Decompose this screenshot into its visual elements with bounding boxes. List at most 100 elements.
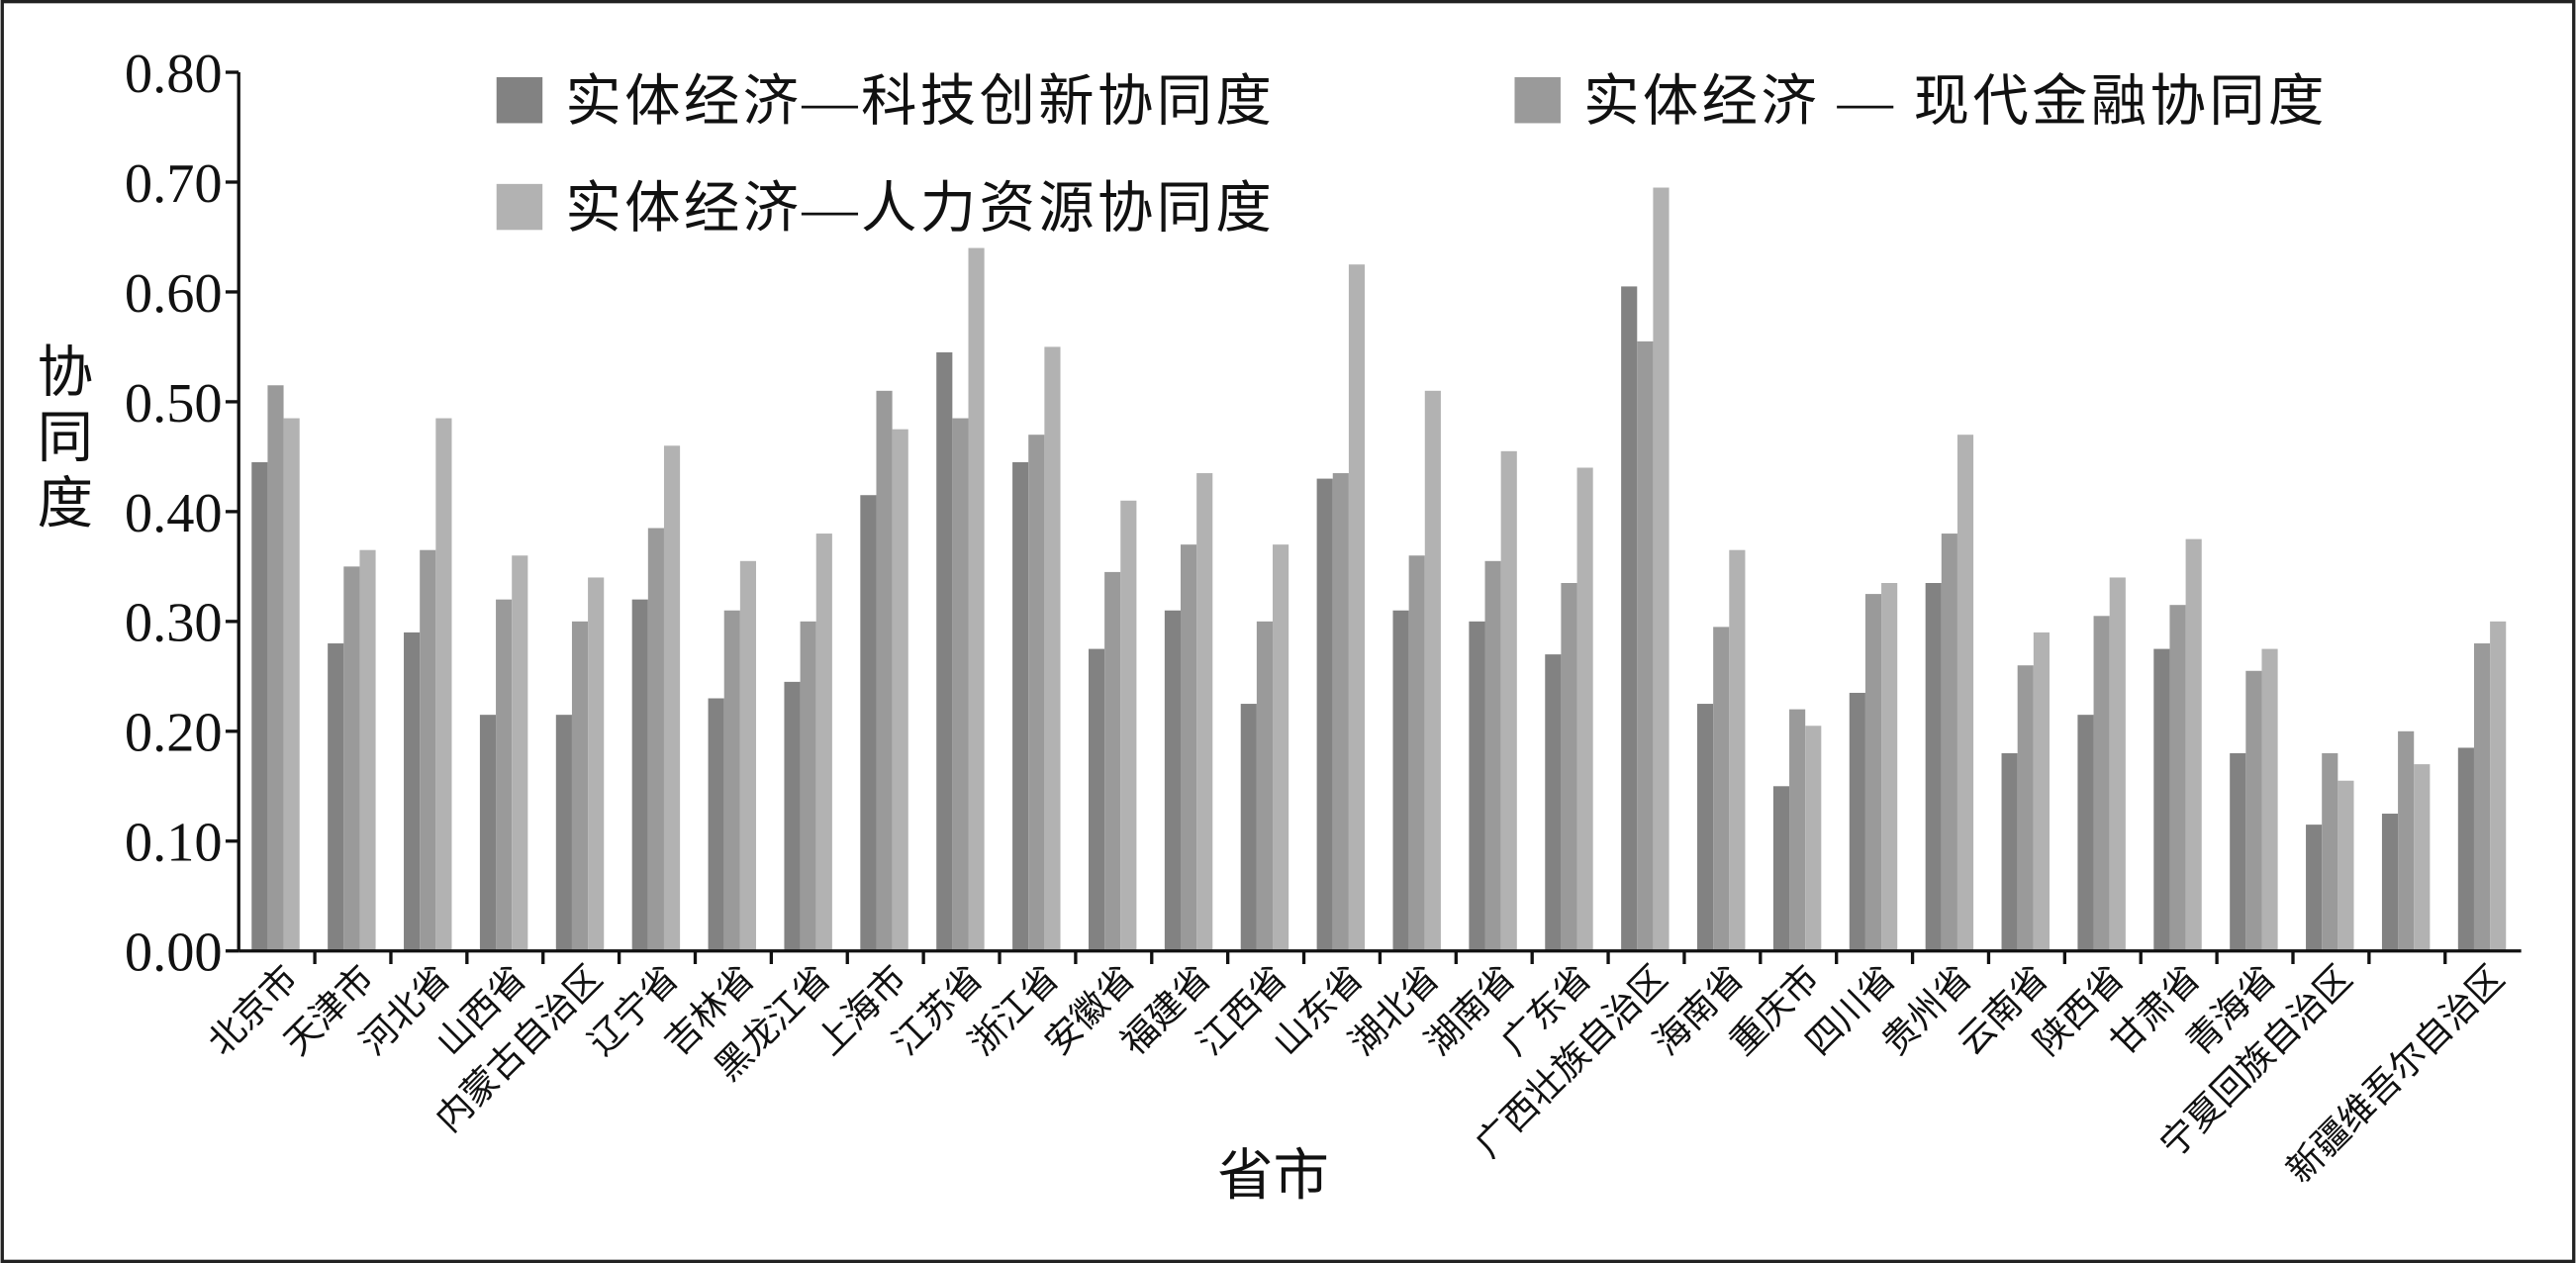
bar xyxy=(251,461,268,951)
bar xyxy=(1256,621,1274,951)
bar xyxy=(2490,621,2507,951)
bar xyxy=(1088,648,1105,951)
bar xyxy=(1164,610,1181,951)
x-axis-label: 省市 xyxy=(1217,1145,1329,1207)
bar xyxy=(952,418,969,951)
bar xyxy=(420,549,436,951)
bar xyxy=(1576,467,1593,951)
bar xyxy=(571,621,589,951)
bar xyxy=(1273,544,1289,951)
bar xyxy=(739,560,756,951)
bar xyxy=(2077,715,2094,951)
bar xyxy=(588,577,605,951)
y-tick-label: 0.00 xyxy=(125,923,223,984)
y-axis-label: 协同度 xyxy=(29,341,90,538)
bar xyxy=(2398,730,2415,951)
bar xyxy=(1196,473,1213,951)
bar xyxy=(2473,643,2491,951)
bar xyxy=(2337,780,2354,951)
bar xyxy=(1332,473,1349,951)
bar xyxy=(1697,704,1714,951)
bar xyxy=(404,632,421,951)
bar xyxy=(860,495,877,951)
bar xyxy=(2457,747,2474,951)
bar xyxy=(1653,187,1670,951)
bar xyxy=(1849,692,1865,951)
bar xyxy=(328,643,344,951)
bar xyxy=(1408,555,1425,951)
bar xyxy=(1120,500,1137,951)
y-tick-label: 0.50 xyxy=(125,373,223,435)
bar xyxy=(1180,544,1197,951)
bar xyxy=(1561,582,1577,951)
bar xyxy=(1424,390,1441,951)
bar xyxy=(496,599,513,951)
bar xyxy=(283,418,300,951)
legend-label: 实体经济—科技创新协同度 xyxy=(565,71,1275,133)
bar xyxy=(1348,264,1366,951)
bar xyxy=(2169,605,2186,951)
bar xyxy=(708,698,724,951)
bar xyxy=(2001,752,2018,951)
bar xyxy=(1805,726,1822,951)
bar xyxy=(631,599,648,951)
bar xyxy=(479,715,497,951)
legend-swatch xyxy=(496,183,543,231)
bar xyxy=(2306,825,2323,951)
y-tick-label: 0.20 xyxy=(125,703,223,764)
bar xyxy=(1240,704,1257,951)
bar xyxy=(1545,654,1562,951)
bar xyxy=(1028,435,1045,951)
bar xyxy=(968,247,985,951)
bar xyxy=(2017,665,2034,951)
bar xyxy=(2109,577,2126,951)
bar xyxy=(555,715,572,951)
bar xyxy=(1621,286,1638,951)
bar xyxy=(723,610,740,951)
bar xyxy=(1044,346,1061,951)
bar xyxy=(784,681,801,951)
bar xyxy=(1500,450,1517,951)
bar xyxy=(1772,786,1790,951)
bar xyxy=(1925,582,1942,951)
bar xyxy=(1729,549,1746,951)
bar xyxy=(359,549,376,951)
bar xyxy=(2185,538,2202,951)
bar xyxy=(1941,534,1957,951)
bar xyxy=(2093,616,2110,951)
bar xyxy=(1392,610,1409,951)
legend-label: 实体经济 — 现代金融协同度 xyxy=(1583,71,2328,133)
legend-swatch xyxy=(1514,76,1561,124)
y-tick-label: 0.70 xyxy=(125,153,223,215)
y-tick-label: 0.10 xyxy=(125,813,223,874)
bar xyxy=(647,528,664,951)
bar xyxy=(815,534,832,951)
y-tick-label: 0.30 xyxy=(125,593,223,654)
bar xyxy=(2414,764,2431,951)
bar xyxy=(1104,571,1121,951)
bar xyxy=(2381,814,2399,951)
bar xyxy=(892,429,908,951)
bar xyxy=(1316,478,1333,951)
bar xyxy=(1864,594,1882,951)
y-tick-label: 0.80 xyxy=(125,44,223,105)
legend-swatch xyxy=(496,76,543,124)
bar xyxy=(2245,670,2262,951)
bar xyxy=(1789,709,1806,951)
bar xyxy=(1469,621,1485,951)
bar xyxy=(2033,632,2050,951)
bar xyxy=(435,418,452,951)
bar xyxy=(2322,752,2338,951)
bar xyxy=(876,390,893,951)
bar xyxy=(1484,560,1501,951)
bar xyxy=(2261,648,2278,951)
legend-label: 实体经济—人力资源协同度 xyxy=(565,178,1275,240)
bar xyxy=(1637,340,1654,951)
bar xyxy=(1881,582,1898,951)
bar xyxy=(1713,627,1730,951)
bar xyxy=(2230,752,2246,951)
bar xyxy=(267,385,284,951)
bar xyxy=(800,621,816,951)
bar xyxy=(512,555,528,951)
